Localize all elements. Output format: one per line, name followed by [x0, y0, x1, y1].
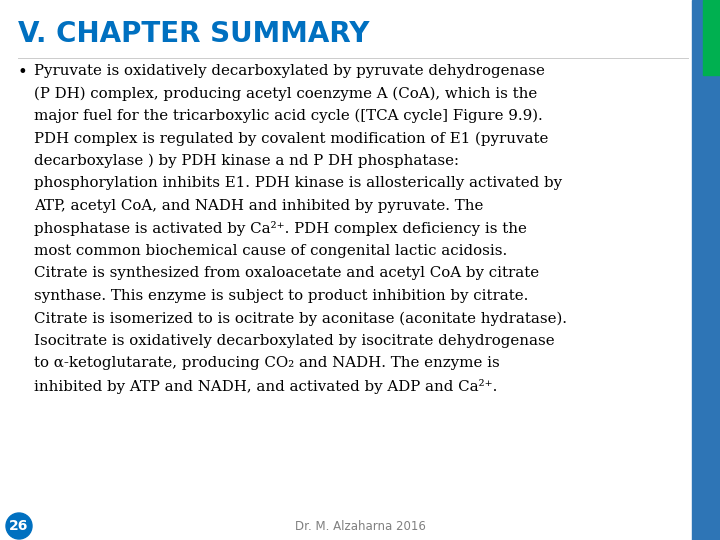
Text: phosphorylation inhibits E1. PDH kinase is allosterically activated by: phosphorylation inhibits E1. PDH kinase … — [34, 177, 562, 191]
Text: Pyruvate is oxidatively decarboxylated by pyruvate dehydrogenase: Pyruvate is oxidatively decarboxylated b… — [34, 64, 545, 78]
Text: synthase. This enzyme is subject to product inhibition by citrate.: synthase. This enzyme is subject to prod… — [34, 289, 528, 303]
Text: phosphatase is activated by Ca²⁺. PDH complex deficiency is the: phosphatase is activated by Ca²⁺. PDH co… — [34, 221, 527, 237]
Text: 26: 26 — [9, 519, 29, 533]
Text: most common biochemical cause of congenital lactic acidosis.: most common biochemical cause of congeni… — [34, 244, 508, 258]
Bar — [703, 0, 720, 75]
Text: V. CHAPTER SUMMARY: V. CHAPTER SUMMARY — [18, 20, 369, 48]
Text: ATP, acetyl CoA, and NADH and inhibited by pyruvate. The: ATP, acetyl CoA, and NADH and inhibited … — [34, 199, 483, 213]
Text: major fuel for the tricarboxylic acid cycle ([TCA cycle] Figure 9.9).: major fuel for the tricarboxylic acid cy… — [34, 109, 543, 124]
Text: inhibited by ATP and NADH, and activated by ADP and Ca²⁺.: inhibited by ATP and NADH, and activated… — [34, 379, 498, 394]
Text: decarboxylase ) by PDH kinase a nd P DH phosphatase:: decarboxylase ) by PDH kinase a nd P DH … — [34, 154, 459, 168]
Text: Dr. M. Alzaharna 2016: Dr. M. Alzaharna 2016 — [294, 519, 426, 532]
Text: Isocitrate is oxidatively decarboxylated by isocitrate dehydrogenase: Isocitrate is oxidatively decarboxylated… — [34, 334, 554, 348]
Text: •: • — [18, 64, 28, 81]
Text: Citrate is synthesized from oxaloacetate and acetyl CoA by citrate: Citrate is synthesized from oxaloacetate… — [34, 267, 539, 280]
Text: to α-ketoglutarate, producing CO₂ and NADH. The enzyme is: to α-ketoglutarate, producing CO₂ and NA… — [34, 356, 500, 370]
Text: (P DH) complex, producing acetyl coenzyme A (CoA), which is the: (P DH) complex, producing acetyl coenzym… — [34, 86, 537, 101]
Text: Citrate is isomerized to is ocitrate by aconitase (aconitate hydratase).: Citrate is isomerized to is ocitrate by … — [34, 312, 567, 326]
Text: PDH complex is regulated by covalent modification of E1 (pyruvate: PDH complex is regulated by covalent mod… — [34, 132, 549, 146]
Bar — [692, 0, 720, 540]
Circle shape — [6, 513, 32, 539]
